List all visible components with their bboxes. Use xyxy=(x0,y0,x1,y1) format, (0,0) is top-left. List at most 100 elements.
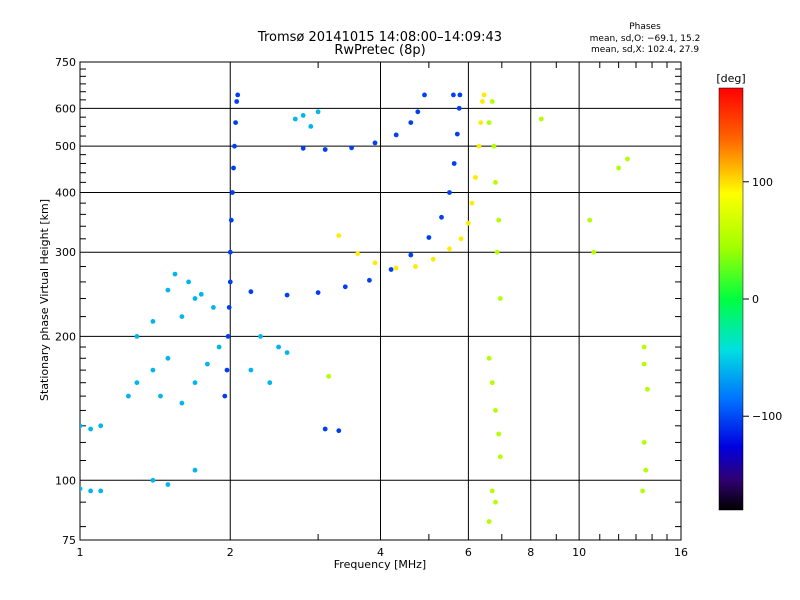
colorbar-ticks: 100 0 −100 xyxy=(743,176,782,423)
colorbar-tick-label: 100 xyxy=(752,176,773,189)
echo-point xyxy=(198,291,204,297)
y-tick-label: 750 xyxy=(55,56,76,69)
echo-point xyxy=(322,147,328,152)
echo-point xyxy=(336,233,342,239)
axis-ticks xyxy=(80,62,681,540)
echo-point xyxy=(235,92,241,98)
echo-point xyxy=(538,116,544,122)
echo-point xyxy=(393,265,399,271)
echo-point xyxy=(489,380,495,386)
y-tick-label: 75 xyxy=(62,534,76,547)
echo-point xyxy=(292,116,298,122)
y-tick-label: 200 xyxy=(55,330,76,343)
echo-point xyxy=(458,236,464,242)
colorbar-tick-label: 0 xyxy=(752,293,759,306)
echo-point xyxy=(480,99,485,104)
echo-point xyxy=(228,217,234,223)
echo-point xyxy=(225,334,231,339)
echo-point xyxy=(88,426,93,432)
x-axis-label: Frequency [MHz] xyxy=(334,558,426,571)
echo-point xyxy=(625,156,630,162)
colorbar xyxy=(718,87,744,511)
echo-point xyxy=(408,252,414,258)
echo-point xyxy=(641,361,647,367)
echo-point xyxy=(413,264,418,269)
echo-point xyxy=(481,92,487,98)
echo-point xyxy=(645,386,650,392)
echo-point xyxy=(165,355,171,361)
echo-point xyxy=(447,190,452,195)
chart-subtitle: RwPretec (8p) xyxy=(334,43,425,58)
echo-point xyxy=(315,109,321,115)
echo-point xyxy=(248,367,254,373)
echo-point xyxy=(439,214,444,220)
echo-point xyxy=(493,499,498,505)
echo-point xyxy=(336,428,342,434)
echo-point xyxy=(326,373,332,379)
echo-point xyxy=(456,105,462,111)
phase-stats-x: mean, sd,X: 102.4, 27.9 xyxy=(591,45,699,55)
echo-point xyxy=(165,287,171,293)
echo-point xyxy=(267,380,273,386)
echo-point xyxy=(616,165,621,171)
echo-point xyxy=(276,344,281,350)
echo-points xyxy=(80,92,650,524)
y-tick-label: 500 xyxy=(55,140,76,153)
echo-point xyxy=(192,380,198,386)
echo-point xyxy=(393,132,399,138)
echo-point xyxy=(179,314,185,319)
echo-point xyxy=(315,290,321,295)
echo-point xyxy=(134,334,140,339)
echo-point xyxy=(150,367,156,373)
echo-point xyxy=(388,267,394,272)
echo-point xyxy=(150,477,156,483)
echo-point xyxy=(489,99,495,104)
echo-point xyxy=(454,131,460,137)
echo-point xyxy=(591,249,597,255)
echo-point xyxy=(486,120,492,125)
echo-point xyxy=(493,408,498,413)
echo-point xyxy=(641,440,647,445)
echo-point xyxy=(489,488,495,494)
echo-point xyxy=(165,482,171,487)
echo-point xyxy=(451,161,457,166)
echo-point xyxy=(211,305,216,310)
echo-point xyxy=(248,289,254,295)
echo-point xyxy=(226,305,232,310)
echo-point xyxy=(493,180,498,185)
echo-point xyxy=(216,344,222,350)
echo-point xyxy=(230,190,235,195)
echo-point xyxy=(587,217,593,223)
echo-point xyxy=(186,279,192,285)
phase-stats-o: mean, sd,O: −69.1, 15.2 xyxy=(590,34,701,44)
echo-point xyxy=(641,344,647,350)
echo-point xyxy=(447,246,452,252)
echo-point xyxy=(222,393,228,399)
y-tick-label: 300 xyxy=(55,246,76,259)
echo-point xyxy=(643,467,649,473)
y-axis-label: Stationary phase Virtual Height [km] xyxy=(38,199,51,401)
echo-point xyxy=(150,319,156,324)
echo-point xyxy=(342,284,348,290)
grid-lines xyxy=(80,62,681,540)
x-tick-label: 10 xyxy=(572,546,586,559)
x-tick-label: 2 xyxy=(227,546,234,559)
x-tick-label: 4 xyxy=(377,546,384,559)
echo-point xyxy=(497,454,503,460)
x-tick-label: 16 xyxy=(674,546,688,559)
echo-point xyxy=(494,249,500,255)
echo-point xyxy=(430,256,436,262)
echo-point xyxy=(355,251,361,256)
echo-point xyxy=(172,271,178,277)
echo-point xyxy=(349,145,354,151)
echo-point xyxy=(486,519,492,524)
echo-point xyxy=(158,393,163,399)
echo-point xyxy=(80,486,83,492)
echo-point xyxy=(205,361,210,367)
echo-point xyxy=(473,175,478,180)
echo-point xyxy=(134,380,140,386)
echo-point xyxy=(192,296,198,301)
echo-point xyxy=(415,109,421,115)
echo-point xyxy=(367,277,372,283)
